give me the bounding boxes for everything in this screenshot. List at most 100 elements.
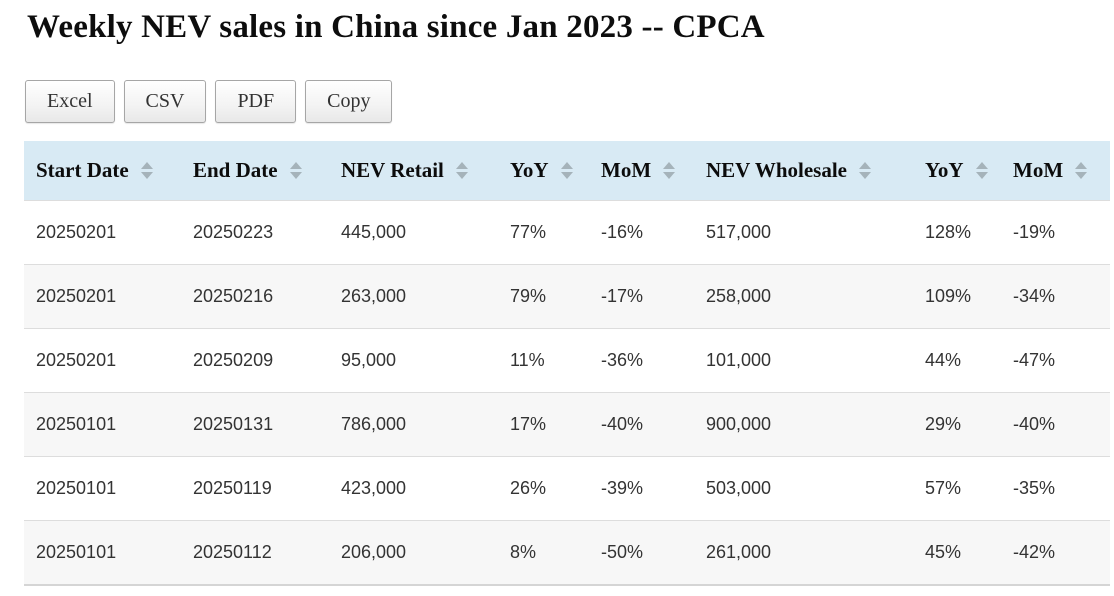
table-cell: 20250201 — [24, 200, 181, 265]
sort-icons — [455, 161, 468, 179]
table-body: 20250201 20250223 445,000 77% -16% 517,000 128… — [24, 200, 1110, 585]
table-header: Start Date End Date NEV Retail YoY MoM NEV Wh… — [24, 141, 1110, 201]
sort-icons — [1075, 161, 1088, 179]
nev-sales-table-wrap: Start Date End Date NEV Retail YoY MoM NEV Wh… — [24, 141, 1114, 586]
page-title: Weekly NEV sales in China since Jan 2023… — [27, 9, 765, 45]
table-row: 20250201 20250209 95,000 11% -36% 101,000 44% -… — [24, 328, 1110, 393]
column-header-start-date-0[interactable]: Start Date — [24, 141, 181, 201]
table-cell: 45% — [913, 520, 1001, 585]
table-cell: -42% — [1001, 520, 1110, 585]
table-header-row: Start Date End Date NEV Retail YoY MoM NEV Wh… — [24, 141, 1110, 201]
table-cell: 206,000 — [329, 520, 498, 585]
copy-export-button[interactable]: Copy — [305, 80, 393, 123]
table-cell: 20250223 — [181, 200, 329, 265]
table-cell: -36% — [589, 328, 694, 393]
csv-export-button[interactable]: CSV — [123, 80, 207, 123]
column-header-label: NEV Wholesale — [706, 158, 847, 182]
table-cell: 263,000 — [329, 264, 498, 329]
table-cell: 109% — [913, 264, 1001, 329]
sort-descending-icon — [975, 171, 988, 179]
table-cell: 20250119 — [181, 456, 329, 521]
column-header-label: NEV Retail — [341, 158, 444, 182]
table-cell: -16% — [589, 200, 694, 265]
column-header-yoy-6[interactable]: YoY — [913, 141, 1001, 201]
column-header-label: MoM — [1013, 158, 1064, 182]
sort-descending-icon — [859, 171, 871, 179]
column-header-label: MoM — [601, 158, 652, 182]
table-cell: -35% — [1001, 456, 1110, 521]
table-cell: 26% — [498, 456, 589, 521]
table-row: 20250101 20250119 423,000 26% -39% 503,000 57%… — [24, 456, 1110, 521]
export-toolbar: Excel CSV PDF Copy — [25, 80, 1114, 123]
sort-descending-icon — [455, 171, 468, 179]
column-header-label: End Date — [193, 158, 278, 182]
table-cell: 77% — [498, 200, 589, 265]
sort-descending-icon — [663, 171, 676, 179]
sort-descending-icon — [560, 171, 573, 179]
table-cell: -40% — [1001, 392, 1110, 457]
sort-ascending-icon — [975, 161, 988, 169]
table-row: 20250201 20250216 263,000 79% -17% 258,000 109… — [24, 264, 1110, 329]
table-cell: 503,000 — [694, 456, 913, 521]
sort-icons — [663, 161, 676, 179]
table-cell: 44% — [913, 328, 1001, 393]
table-cell: -17% — [589, 264, 694, 329]
column-header-label: Start Date — [36, 158, 129, 182]
table-cell: 445,000 — [329, 200, 498, 265]
sort-ascending-icon — [140, 161, 153, 169]
table-cell: -40% — [589, 392, 694, 457]
column-header-mom-4[interactable]: MoM — [589, 141, 694, 201]
sort-icons — [560, 161, 573, 179]
table-row: 20250101 20250131 786,000 17% -40% 900,000 29%… — [24, 392, 1110, 457]
nev-sales-table: Start Date End Date NEV Retail YoY MoM NEV Wh… — [24, 141, 1110, 586]
table-cell: 261,000 — [694, 520, 913, 585]
sort-icons — [289, 161, 302, 179]
sort-icons — [975, 161, 988, 179]
table-cell: -47% — [1001, 328, 1110, 393]
sort-ascending-icon — [1075, 161, 1088, 169]
sort-ascending-icon — [289, 161, 302, 169]
table-cell: -34% — [1001, 264, 1110, 329]
table-cell: 258,000 — [694, 264, 913, 329]
table-cell: 20250131 — [181, 392, 329, 457]
table-cell: 517,000 — [694, 200, 913, 265]
table-cell: 11% — [498, 328, 589, 393]
table-row: 20250201 20250223 445,000 77% -16% 517,000 128… — [24, 200, 1110, 265]
sort-ascending-icon — [859, 161, 871, 169]
table-cell: 57% — [913, 456, 1001, 521]
table-cell: -39% — [589, 456, 694, 521]
table-cell: 20250101 — [24, 456, 181, 521]
sort-descending-icon — [1075, 171, 1088, 179]
table-cell: 20250209 — [181, 328, 329, 393]
table-cell: 900,000 — [694, 392, 913, 457]
table-cell: -19% — [1001, 200, 1110, 265]
table-cell: -50% — [589, 520, 694, 585]
sort-ascending-icon — [663, 161, 676, 169]
table-cell: 17% — [498, 392, 589, 457]
table-cell: 95,000 — [329, 328, 498, 393]
table-cell: 20250101 — [24, 520, 181, 585]
table-cell: 79% — [498, 264, 589, 329]
column-header-label: YoY — [925, 158, 964, 182]
table-cell: 20250101 — [24, 392, 181, 457]
column-header-end-date-1[interactable]: End Date — [181, 141, 329, 201]
table-cell: 786,000 — [329, 392, 498, 457]
column-header-yoy-3[interactable]: YoY — [498, 141, 589, 201]
column-header-nev-wholesale-5[interactable]: NEV Wholesale — [694, 141, 913, 201]
sort-ascending-icon — [560, 161, 573, 169]
sort-icons — [859, 161, 871, 179]
column-header-label: YoY — [510, 158, 549, 182]
column-header-nev-retail-2[interactable]: NEV Retail — [329, 141, 498, 201]
pdf-export-button[interactable]: PDF — [215, 80, 297, 123]
sort-descending-icon — [289, 171, 302, 179]
sort-descending-icon — [140, 171, 153, 179]
table-cell: 29% — [913, 392, 1001, 457]
table-cell: 20250216 — [181, 264, 329, 329]
table-cell: 128% — [913, 200, 1001, 265]
table-cell: 101,000 — [694, 328, 913, 393]
table-cell: 20250201 — [24, 264, 181, 329]
excel-export-button[interactable]: Excel — [25, 80, 115, 123]
table-cell: 423,000 — [329, 456, 498, 521]
sort-ascending-icon — [455, 161, 468, 169]
column-header-mom-7[interactable]: MoM — [1001, 141, 1110, 201]
